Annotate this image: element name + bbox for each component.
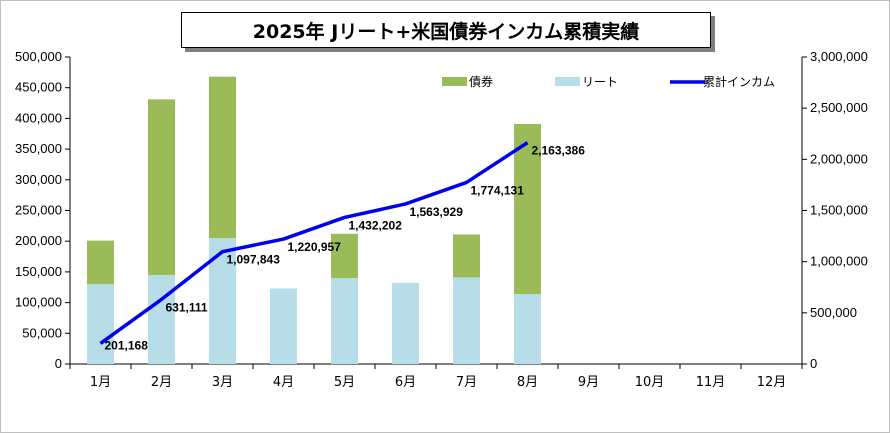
bar-bond: [148, 99, 175, 275]
bar-reit: [270, 288, 297, 364]
y-left-tick-label: 250,000: [15, 203, 62, 218]
cumulative-data-label: 201,168: [105, 338, 149, 352]
x-tick-label: 8月: [517, 375, 538, 390]
y-right-tick-label: 500,000: [810, 305, 857, 320]
bar-bond: [331, 233, 358, 279]
y-left-tick-label: 100,000: [15, 295, 62, 310]
cumulative-data-label: 2,163,386: [532, 144, 586, 158]
y-left-tick-label: 350,000: [15, 141, 62, 156]
y-right-tick-label: 1,000,000: [810, 254, 868, 269]
cumulative-data-label: 1,432,202: [349, 218, 403, 232]
y-right-tick-label: 1,500,000: [810, 203, 868, 218]
x-tick-label: 4月: [273, 375, 294, 390]
legend-label-bond: 債券: [469, 74, 493, 89]
legend-swatch-reit: [555, 77, 580, 86]
bar-reit: [331, 278, 358, 364]
bar-reit: [453, 277, 480, 364]
bar-bond: [87, 240, 114, 285]
y-left-tick-label: 400,000: [15, 110, 62, 125]
y-left-tick-label: 150,000: [15, 264, 62, 279]
chart-title: 2025年 Jリート+米国債券インカム累積実績: [181, 12, 711, 48]
cumulative-line: [99, 141, 529, 345]
x-tick-label: 11月: [696, 375, 726, 390]
legend-label-reit: リート: [582, 75, 618, 89]
cumulative-data-label: 1,774,131: [471, 183, 525, 197]
cumulative-data-label: 1,563,929: [410, 205, 464, 219]
y-left-tick-label: 200,000: [15, 233, 62, 248]
bar-reit: [392, 282, 419, 364]
y-right-tick-label: 0: [810, 356, 817, 371]
bar-reit: [148, 274, 175, 364]
y-left-tick-label: 0: [55, 356, 62, 371]
y-right-tick-label: 2,500,000: [810, 100, 868, 115]
cumulative-data-label: 631,111: [166, 300, 208, 314]
y-left-tick-label: 450,000: [15, 80, 62, 95]
cumulative-data-label: 1,097,843: [227, 253, 281, 267]
x-tick-label: 9月: [578, 375, 599, 390]
cumulative-data-label: 1,220,957: [288, 240, 342, 254]
bar-reit: [87, 284, 114, 364]
legend-label-cumulative: 累計インカム: [703, 74, 775, 89]
x-tick-label: 10月: [635, 375, 665, 390]
bar-reit: [514, 294, 541, 364]
x-tick-label: 7月: [456, 375, 477, 390]
legend-swatch-bond: [442, 77, 467, 86]
y-right-tick-label: 2,000,000: [810, 151, 868, 166]
bar-bond: [209, 76, 236, 239]
y-right-tick-label: 3,000,000: [810, 49, 868, 64]
bar-bond: [453, 234, 480, 278]
bar-bond: [514, 123, 541, 295]
y-left-tick-label: 300,000: [15, 172, 62, 187]
x-tick-label: 1月: [90, 375, 111, 390]
x-tick-label: 5月: [334, 375, 355, 390]
x-tick-label: 12月: [757, 375, 787, 390]
x-tick-label: 2月: [151, 375, 172, 390]
x-tick-label: 6月: [395, 375, 416, 390]
y-left-tick-label: 500,000: [15, 49, 62, 64]
y-left-tick-label: 50,000: [22, 325, 62, 340]
x-tick-label: 3月: [212, 375, 233, 390]
